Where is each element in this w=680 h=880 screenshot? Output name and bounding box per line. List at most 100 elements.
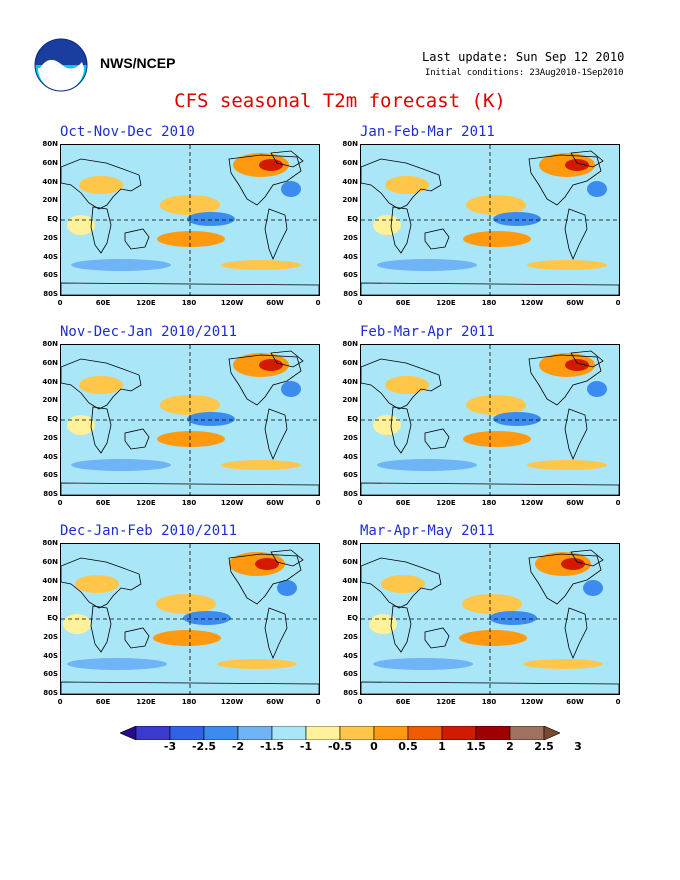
anomaly-region: [462, 594, 522, 614]
lon-tick-label: 180: [481, 299, 497, 307]
lat-tick-label: 60S: [43, 271, 58, 280]
anomaly-region: [587, 381, 607, 397]
lon-tick-label: 120E: [436, 499, 456, 507]
lon-tick-label: 60E: [395, 698, 411, 706]
anomaly-region: [187, 212, 235, 226]
lat-tick-label: 80N: [42, 340, 58, 348]
lat-tick-label: 60N: [342, 158, 358, 167]
lat-tick-label: 60S: [343, 471, 358, 480]
anomaly-region: [493, 412, 541, 426]
anomaly-region: [385, 176, 429, 194]
anomaly-region: [255, 558, 279, 570]
coastline: [90, 605, 112, 653]
coastline: [228, 154, 302, 206]
coastline: [361, 158, 442, 210]
lon-tick-label: 180: [481, 698, 497, 706]
colorbar-segment: [407, 726, 443, 740]
coastline: [264, 607, 288, 660]
coastline: [61, 158, 142, 210]
forecast-map: [60, 543, 320, 695]
coastline: [361, 358, 442, 410]
temperature-anomaly-map: [61, 145, 319, 295]
coastline: [424, 428, 450, 450]
anomaly-region: [377, 459, 477, 471]
lon-tick-label: 60W: [266, 698, 284, 706]
lon-tick-label: 60E: [395, 499, 411, 507]
lon-tick-label: 120W: [220, 698, 244, 706]
lat-tick-label: 60S: [43, 670, 58, 679]
anomaly-region: [565, 359, 589, 371]
panel-title: Oct-Nov-Dec 2010: [60, 124, 195, 140]
anomaly-region: [583, 580, 603, 596]
lat-tick-label: 40S: [43, 252, 58, 261]
forecast-map: [60, 144, 320, 296]
lon-tick-label: 120W: [520, 698, 544, 706]
colorbar-label: 0.5: [398, 740, 418, 753]
coastline: [361, 282, 619, 295]
lat-tick-label: 80N: [42, 140, 58, 148]
lat-tick-label: 80S: [43, 490, 58, 498]
coastline: [90, 206, 112, 254]
anomaly-region: [281, 181, 301, 197]
temperature-anomaly-map: [61, 345, 319, 495]
anomaly-region: [259, 359, 283, 371]
lon-tick-label: 120W: [520, 299, 544, 307]
anomaly-region: [75, 575, 119, 593]
coastline: [390, 406, 412, 454]
coastline: [390, 206, 412, 254]
anomaly-region: [466, 195, 526, 215]
lon-tick-label: 180: [181, 499, 197, 507]
lat-tick-label: 20N: [342, 396, 358, 405]
coastline: [390, 605, 412, 653]
colorbar-min-arrow: [120, 726, 137, 740]
lat-tick-label: 80N: [42, 539, 58, 547]
temperature-anomaly-map: [361, 544, 619, 694]
anomaly-region: [221, 460, 301, 470]
lon-tick-label: 120E: [436, 698, 456, 706]
anomaly-region: [281, 381, 301, 397]
panel-title: Dec-Jan-Feb 2010/2011: [60, 523, 238, 539]
anomaly-region: [369, 614, 397, 634]
coastline: [361, 482, 619, 495]
coastline: [570, 150, 604, 168]
lon-tick-label: 0: [357, 499, 363, 507]
page-title: CFS seasonal T2m forecast (K): [174, 90, 506, 112]
initial-conditions-text: Initial conditions: 23Aug2010-1Sep2010: [425, 68, 624, 78]
anomaly-region: [565, 159, 589, 171]
lat-tick-label: 60S: [343, 271, 358, 280]
lat-tick-label: 20S: [343, 632, 358, 641]
coastline: [270, 150, 304, 168]
colorbar-label: -0.5: [327, 740, 353, 753]
coastline: [424, 627, 450, 649]
colorbar-label: 2: [506, 740, 514, 753]
lat-tick-label: 40N: [42, 576, 58, 585]
colorbar-label: -2.5: [191, 740, 217, 753]
coastline: [124, 228, 150, 250]
lon-tick-label: 60W: [566, 499, 584, 507]
lat-tick-label: 40S: [343, 651, 358, 660]
lon-tick-label: 60E: [95, 499, 111, 507]
anomaly-region: [183, 611, 231, 625]
coastline: [570, 549, 604, 567]
coastline: [270, 549, 304, 567]
anomaly-region: [377, 259, 477, 271]
anomaly-region: [67, 415, 95, 435]
lat-tick-label: EQ: [347, 215, 358, 223]
colorbar-segment: [135, 726, 171, 740]
lat-tick-label: 20N: [342, 595, 358, 604]
anomaly-region: [385, 376, 429, 394]
colorbar-segment: [475, 726, 511, 740]
lon-tick-label: 0: [615, 299, 621, 307]
coastline: [61, 482, 319, 495]
coastline: [124, 428, 150, 450]
lat-tick-label: 40S: [343, 452, 358, 461]
coastline: [124, 627, 150, 649]
colorbar-segment: [509, 726, 545, 740]
lon-tick-label: 60W: [266, 299, 284, 307]
lon-tick-label: 120E: [136, 299, 156, 307]
anomaly-region: [381, 575, 425, 593]
coastline: [528, 553, 602, 605]
lat-tick-label: 60N: [342, 358, 358, 367]
lon-tick-label: 0: [57, 499, 63, 507]
temperature-anomaly-map: [361, 345, 619, 495]
